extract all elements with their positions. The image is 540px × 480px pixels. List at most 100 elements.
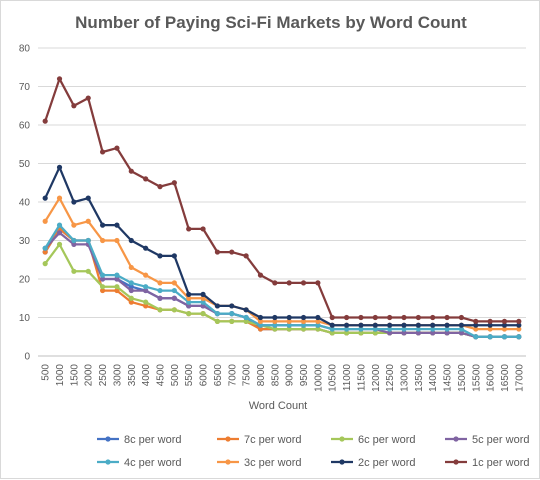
x-tick-label: 1500 [69, 364, 80, 387]
data-point [100, 238, 105, 243]
data-point [229, 311, 234, 316]
x-tick-label: 16000 [486, 364, 497, 392]
data-point [143, 273, 148, 278]
legend-item: 4c per word [97, 457, 181, 469]
data-point [157, 280, 162, 285]
data-point [157, 288, 162, 293]
x-tick-label: 3000 [112, 364, 123, 387]
data-point [401, 315, 406, 320]
data-point [344, 323, 349, 328]
data-point [43, 196, 48, 201]
data-point [114, 238, 119, 243]
data-point [114, 223, 119, 228]
data-point [57, 196, 62, 201]
data-point [215, 303, 220, 308]
data-point [373, 323, 378, 328]
x-tick-label: 4500 [156, 364, 167, 387]
data-point [430, 315, 435, 320]
data-point [57, 230, 62, 235]
data-point [315, 280, 320, 285]
data-point [57, 223, 62, 228]
x-tick-label: 16500 [500, 364, 511, 392]
data-point [57, 76, 62, 81]
y-axis-ticks: 01020304050607080 [19, 44, 31, 363]
legend-label: 2c per word [358, 457, 415, 469]
data-point [215, 249, 220, 254]
y-tick-label: 0 [24, 352, 30, 363]
data-point [86, 269, 91, 274]
data-point [401, 323, 406, 328]
data-point [215, 311, 220, 316]
data-point [459, 315, 464, 320]
data-point [215, 319, 220, 324]
data-point [143, 246, 148, 251]
data-point [200, 311, 205, 316]
x-tick-label: 13000 [400, 364, 411, 392]
data-point [157, 253, 162, 258]
series-2c-per-word [43, 165, 522, 328]
x-tick-label: 15500 [471, 364, 482, 392]
data-point [373, 315, 378, 320]
x-axis-title: Word Count [249, 400, 308, 412]
x-tick-label: 15000 [457, 364, 468, 392]
x-tick-label: 10000 [313, 364, 324, 392]
data-point [488, 334, 493, 339]
legend-swatch-marker [225, 436, 230, 441]
data-point [129, 169, 134, 174]
x-tick-label: 6000 [199, 364, 210, 387]
legend-item: 8c per word [97, 434, 181, 446]
x-tick-label: 1000 [55, 364, 66, 387]
data-point [114, 284, 119, 289]
data-point [315, 315, 320, 320]
y-tick-label: 40 [19, 198, 31, 209]
legend-swatch-marker [339, 459, 344, 464]
data-point [330, 323, 335, 328]
series-group [43, 76, 522, 339]
x-tick-label: 14000 [428, 364, 439, 392]
data-point [416, 323, 421, 328]
legend: 8c per word 7c per word 6c per word 5c per … [97, 434, 529, 469]
data-point [172, 253, 177, 258]
x-tick-label: 6500 [213, 364, 224, 387]
legend-swatch-marker [453, 459, 458, 464]
data-point [86, 196, 91, 201]
legend-swatch-marker [105, 436, 110, 441]
series-3c-per-word [43, 196, 522, 332]
data-point [473, 334, 478, 339]
legend-swatch-marker [225, 459, 230, 464]
x-tick-label: 5000 [170, 364, 181, 387]
x-tick-label: 11000 [342, 364, 353, 392]
data-point [516, 319, 521, 324]
data-point [244, 315, 249, 320]
data-point [157, 296, 162, 301]
data-point [502, 334, 507, 339]
data-point [71, 238, 76, 243]
y-tick-label: 30 [19, 236, 31, 247]
legend-label: 7c per word [244, 434, 301, 446]
y-tick-label: 20 [19, 275, 31, 286]
data-point [100, 223, 105, 228]
data-point [430, 323, 435, 328]
x-tick-label: 2500 [98, 364, 109, 387]
data-point [43, 261, 48, 266]
data-point [516, 334, 521, 339]
legend-label: 6c per word [358, 434, 415, 446]
x-tick-label: 3500 [127, 364, 138, 387]
data-point [129, 265, 134, 270]
data-point [172, 288, 177, 293]
data-point [57, 165, 62, 170]
data-point [129, 288, 134, 293]
data-point [200, 292, 205, 297]
data-point [200, 226, 205, 231]
data-point [244, 307, 249, 312]
chart-title: Number of Paying Sci-Fi Markets by Word … [75, 13, 467, 32]
data-point [143, 284, 148, 289]
legend-item: 2c per word [331, 457, 415, 469]
data-point [244, 253, 249, 258]
data-point [86, 95, 91, 100]
x-tick-label: 14500 [443, 364, 454, 392]
data-point [129, 238, 134, 243]
data-point [186, 226, 191, 231]
data-point [114, 273, 119, 278]
